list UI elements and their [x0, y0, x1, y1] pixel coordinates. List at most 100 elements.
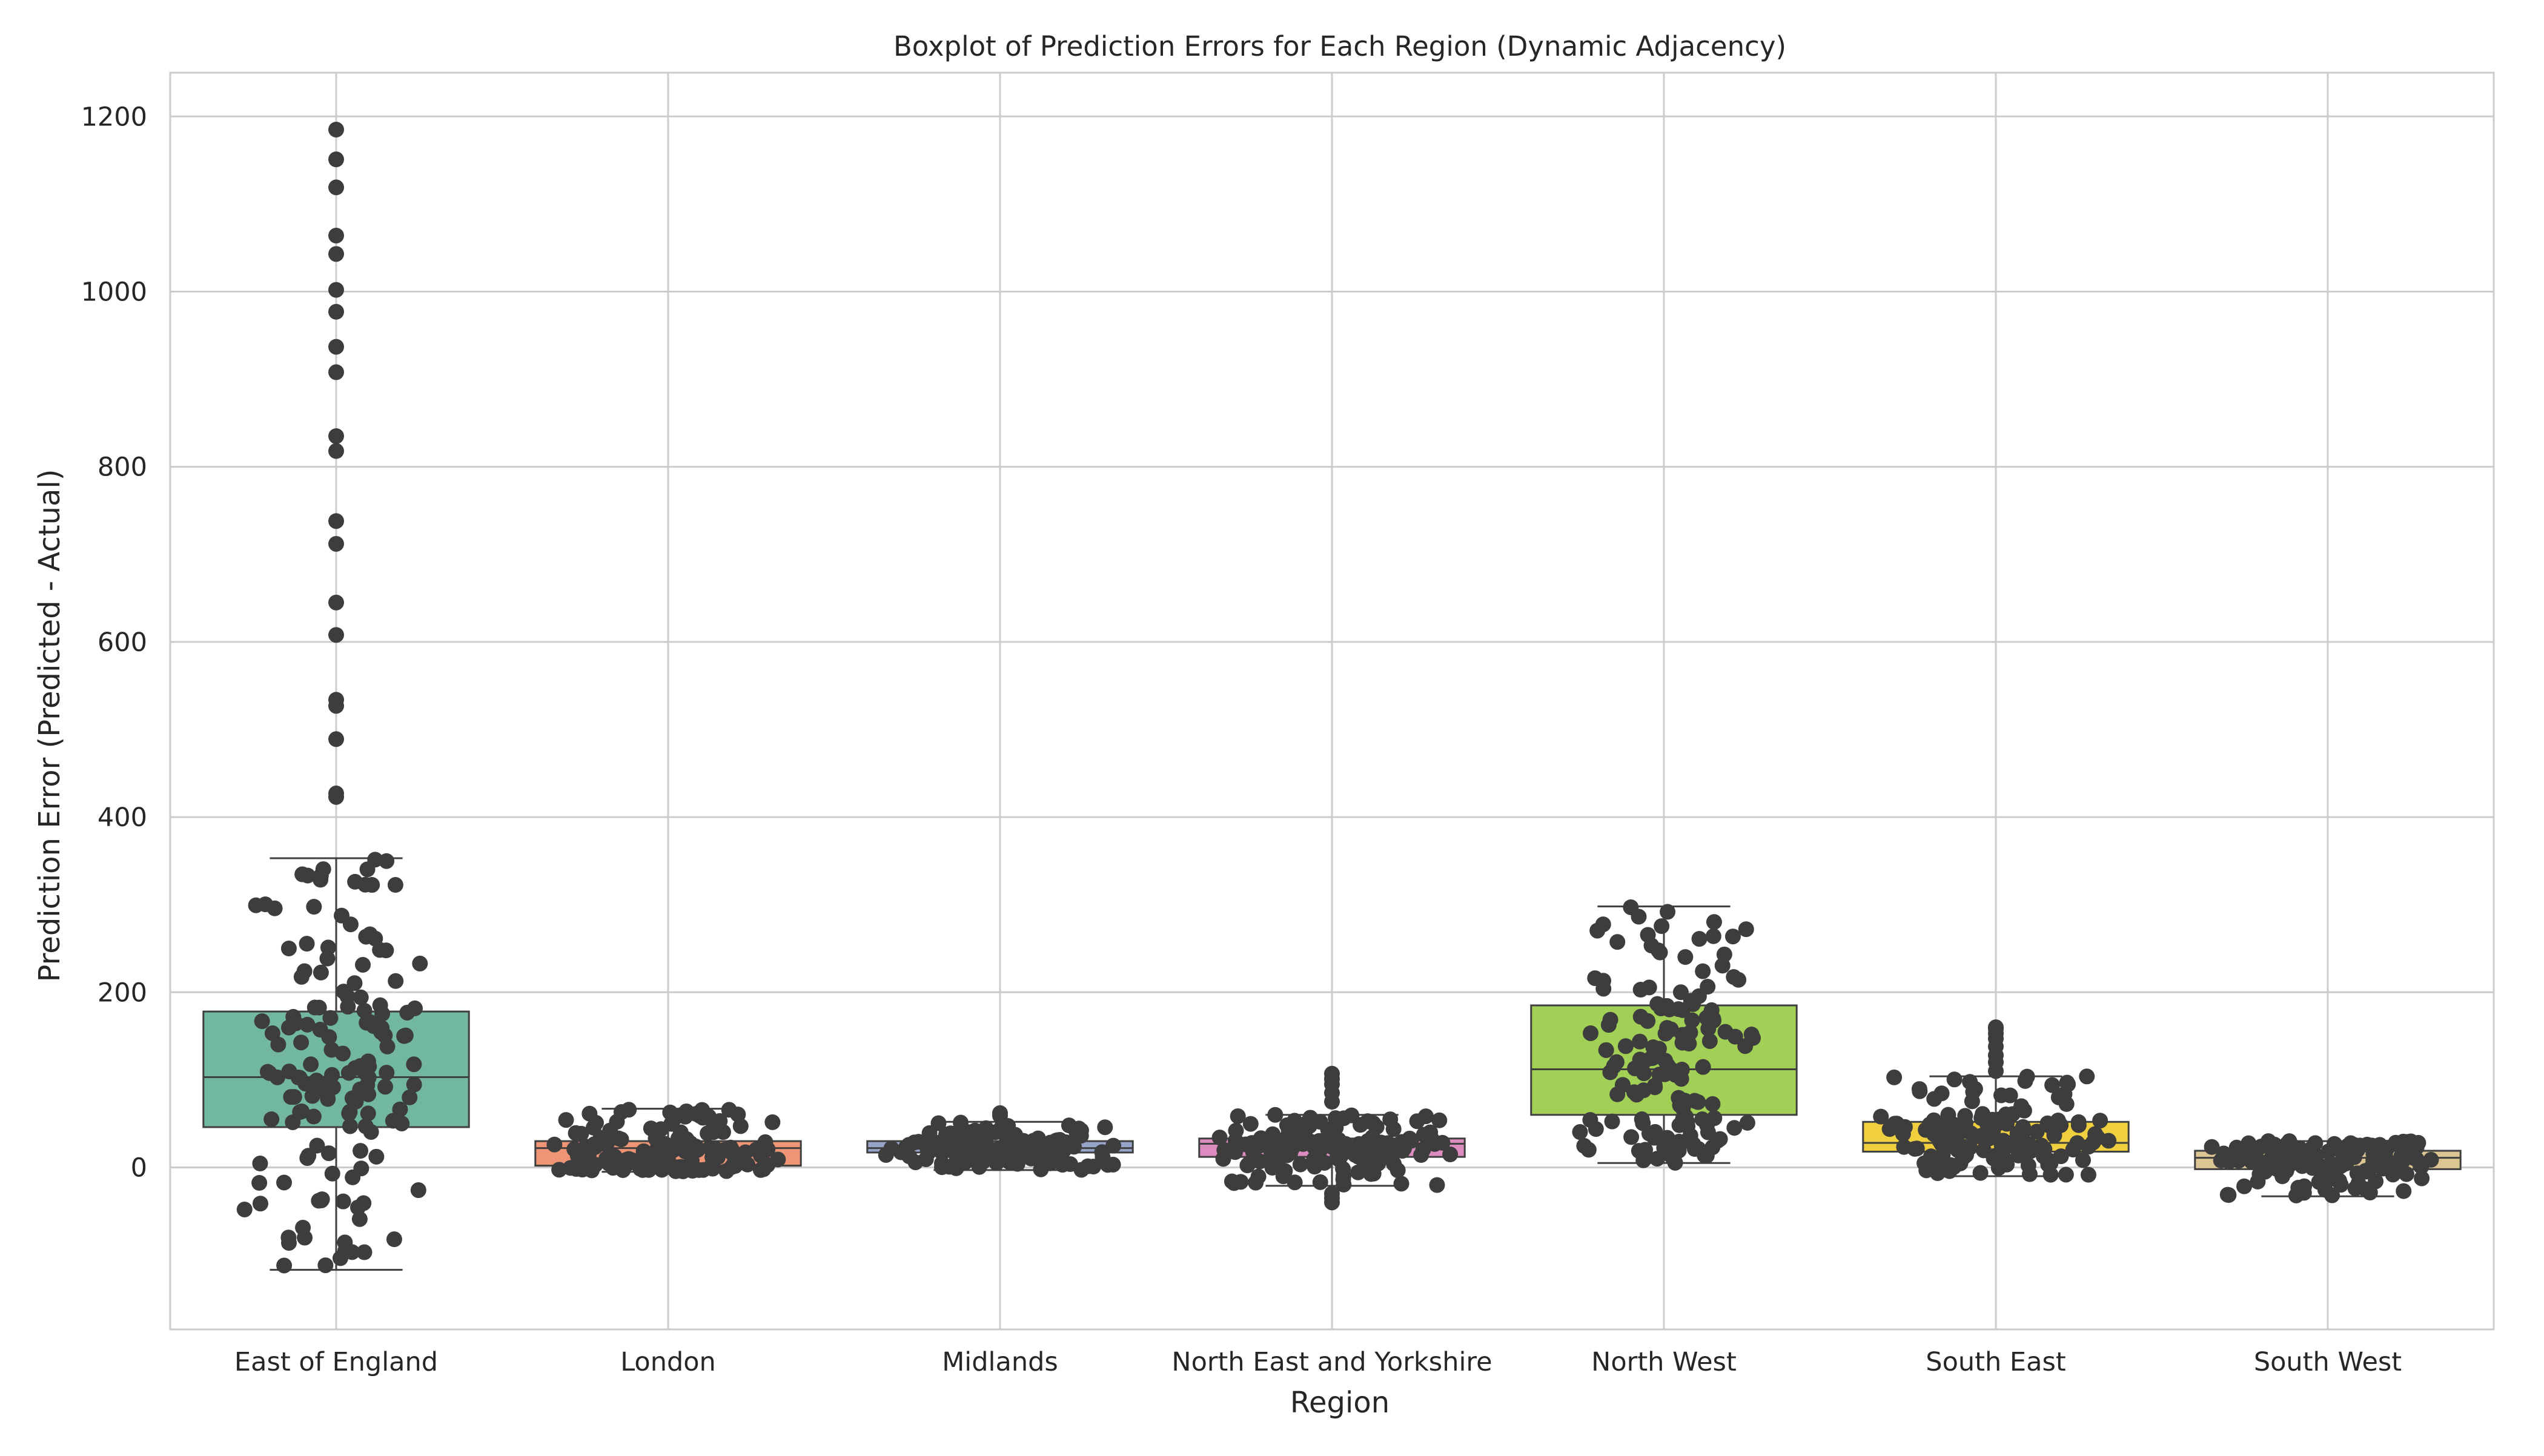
swarm-point — [609, 1114, 625, 1130]
swarm-point — [568, 1125, 584, 1141]
swarm-point — [397, 1027, 414, 1044]
swarm-point — [1602, 1011, 1618, 1028]
swarm-point — [2274, 1168, 2291, 1185]
swarm-point — [621, 1102, 637, 1118]
swarm-point — [412, 955, 428, 971]
flier-point — [328, 179, 344, 196]
swarm-point — [1337, 1136, 1354, 1152]
swarm-point — [610, 1130, 626, 1147]
swarm-point — [592, 1130, 609, 1146]
swarm-point — [1242, 1116, 1259, 1132]
swarm-point — [299, 867, 316, 884]
swarm-point — [2396, 1183, 2412, 1199]
swarm-point — [1739, 1114, 1755, 1131]
swarm-point — [694, 1102, 711, 1118]
swarm-point — [254, 1013, 270, 1030]
swarm-point — [1695, 963, 1711, 979]
swarm-point — [1926, 1126, 1942, 1142]
y-tick-label: 1000 — [81, 277, 147, 307]
swarm-point — [898, 1139, 915, 1155]
swarm-point — [2327, 1136, 2343, 1152]
swarm-point — [368, 1148, 385, 1165]
flier-point — [328, 731, 344, 747]
swarm-point — [1964, 1093, 1980, 1110]
swarm-point — [313, 1192, 330, 1208]
swarm-point — [1705, 928, 1721, 944]
x-tick-label: South East — [1926, 1347, 2065, 1377]
swarm-point — [948, 1160, 964, 1176]
swarm-point — [1654, 918, 1670, 935]
swarm-point — [1073, 1128, 1089, 1144]
swarm-point — [1975, 1106, 1991, 1122]
swarm-point — [345, 1169, 361, 1185]
swarm-point — [388, 973, 404, 989]
swarm-point — [406, 1076, 422, 1093]
flier-point — [328, 282, 344, 298]
swarm-point — [251, 1175, 268, 1191]
swarm-point — [1312, 1174, 1328, 1190]
swarm-point — [624, 1152, 640, 1168]
swarm-point — [2357, 1163, 2374, 1179]
swarm-point — [356, 1002, 373, 1019]
y-tick-label: 400 — [98, 802, 147, 833]
swarm-point — [2101, 1133, 2117, 1149]
swarm-point — [2080, 1166, 2096, 1183]
swarm-point — [757, 1134, 773, 1150]
swarm-point — [410, 1182, 426, 1199]
swarm-point — [1896, 1139, 1912, 1155]
swarm-point — [1598, 1042, 1614, 1058]
swarm-point — [293, 1034, 310, 1051]
swarm-point — [1614, 1077, 1631, 1093]
swarm-point — [1228, 1122, 1244, 1139]
swarm-point — [1626, 1084, 1642, 1100]
swarm-point — [306, 899, 322, 915]
swarm-point — [1393, 1176, 1409, 1192]
swarm-point — [2251, 1166, 2268, 1182]
swarm-point — [1701, 1033, 1718, 1049]
swarm-point — [1416, 1127, 1432, 1143]
swarm-point — [1645, 1050, 1661, 1066]
y-axis-label: Prediction Error (Predicted - Actual) — [33, 469, 67, 982]
swarm-point — [1572, 1124, 1588, 1140]
x-tick-label: London — [620, 1347, 716, 1377]
swarm-point — [2017, 1134, 2033, 1151]
swarm-point — [349, 1199, 366, 1216]
swarm-point — [1000, 1117, 1016, 1134]
swarm-point — [399, 1004, 416, 1021]
swarm-point — [1640, 1013, 1656, 1029]
swarm-point — [1659, 1130, 1675, 1146]
swarm-point — [392, 1101, 408, 1117]
swarm-point — [1429, 1177, 1445, 1193]
swarm-point — [342, 1118, 358, 1134]
flier-point — [1324, 1185, 1340, 1202]
swarm-point — [1677, 949, 1694, 965]
flier-point — [992, 1105, 1008, 1121]
swarm-point — [1912, 1083, 1928, 1099]
swarm-point — [918, 1151, 934, 1167]
swarm-point — [1704, 1096, 1721, 1112]
swarm-point — [323, 1042, 340, 1058]
swarm-point — [1105, 1137, 1122, 1154]
swarm-point — [753, 1147, 769, 1163]
swarm-point — [355, 956, 371, 973]
swarm-point — [351, 1211, 368, 1227]
swarm-point — [1731, 971, 1747, 988]
swarm-point — [342, 916, 359, 933]
swarm-point — [1097, 1119, 1113, 1136]
swarm-point — [1993, 1087, 2010, 1104]
swarm-point — [1724, 928, 1741, 945]
swarm-point — [1267, 1107, 1284, 1123]
swarm-point — [2219, 1186, 2236, 1203]
swarm-point — [1671, 1142, 1687, 1159]
swarm-point — [322, 1010, 339, 1026]
chart-title: Boxplot of Prediction Errors for Each Re… — [893, 30, 1786, 62]
swarm-point — [752, 1162, 769, 1178]
swarm-point — [1698, 1010, 1715, 1026]
swarm-point — [1896, 1119, 1913, 1135]
swarm-point — [1588, 1121, 1604, 1137]
flier-point — [328, 303, 344, 320]
swarm-point — [1649, 996, 1666, 1012]
swarm-point — [1233, 1174, 1249, 1190]
swarm-point — [293, 968, 310, 985]
